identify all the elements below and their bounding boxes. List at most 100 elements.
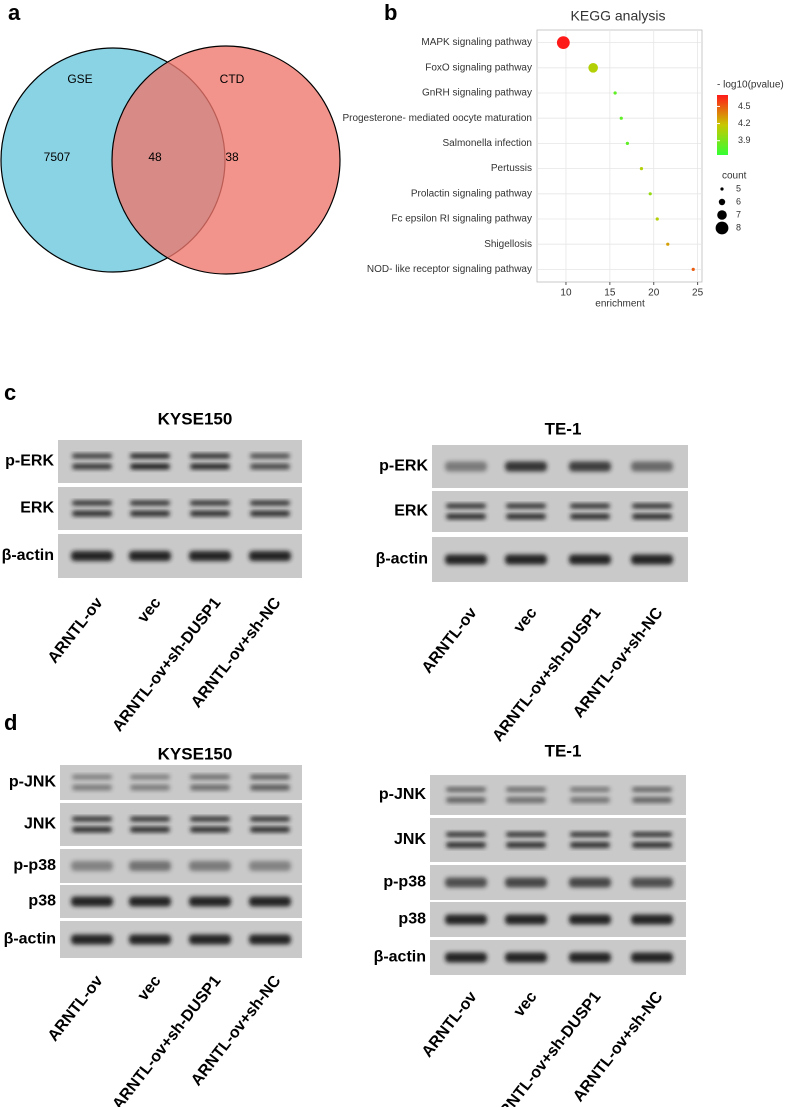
band [570, 787, 610, 792]
blot-title: KYSE150 [158, 409, 233, 428]
blot-strip [430, 775, 686, 815]
band [130, 826, 170, 833]
legend-label: 8 [736, 222, 741, 232]
band [505, 877, 547, 888]
band [632, 832, 672, 837]
row-label: β-actin [374, 949, 426, 966]
colorbar [717, 95, 728, 155]
dot [691, 267, 695, 271]
legend-tick-label: 3.9 [738, 135, 751, 145]
row-label: β-actin [2, 547, 54, 564]
band [446, 797, 486, 803]
band [72, 510, 112, 517]
band [632, 787, 672, 792]
row-label: p-ERK [5, 453, 54, 470]
x-tick-label: 10 [560, 288, 572, 299]
row-label: JNK [394, 831, 426, 848]
band [632, 503, 672, 509]
band [71, 861, 113, 871]
band [130, 500, 170, 506]
row-label: p-ERK [379, 458, 428, 475]
band [249, 896, 291, 907]
band [190, 784, 230, 791]
x-tick-label: 15 [604, 288, 616, 299]
band [445, 952, 487, 963]
band [71, 551, 113, 561]
band [631, 461, 673, 472]
band [72, 500, 112, 506]
band [250, 774, 290, 780]
y-tick-label: Salmonella infection [443, 138, 533, 149]
band [71, 896, 113, 907]
lane-label: vec [135, 973, 165, 1005]
plot-area [536, 29, 703, 283]
band [506, 842, 546, 848]
band [569, 952, 611, 963]
band [505, 554, 547, 565]
band [190, 826, 230, 833]
venn-count: 48 [148, 150, 162, 164]
band [72, 453, 112, 459]
y-tick-label: Prolactin signaling pathway [411, 188, 532, 199]
legend-title: - log10(pvalue) [717, 80, 784, 91]
legend-label: 6 [736, 196, 741, 206]
band [130, 453, 170, 459]
y-tick-label: FoxO signaling pathway [425, 62, 532, 73]
lane-label: ARNTL-ov [419, 989, 481, 1061]
panel-label: b [384, 0, 397, 25]
legend-tick-label: 4.5 [738, 101, 751, 111]
band [130, 510, 170, 517]
band [446, 842, 486, 848]
lane-label: ARNTL-ov+sh-DUSP1 [490, 605, 605, 746]
band [249, 551, 291, 561]
band [569, 914, 611, 925]
x-axis-label: enrichment [595, 299, 645, 310]
dot [556, 36, 570, 49]
row-label: p38 [28, 893, 56, 910]
blot-strip [58, 487, 302, 530]
band [569, 877, 611, 888]
row-label: p-JNK [379, 786, 427, 803]
y-tick-label: MAPK signaling pathway [421, 37, 532, 48]
dot [639, 167, 644, 171]
band [632, 513, 672, 520]
panel-label: c [4, 380, 16, 405]
band [190, 816, 230, 822]
band [505, 952, 547, 963]
band [130, 816, 170, 822]
dot [619, 116, 623, 120]
band [72, 816, 112, 822]
row-label: p-p38 [13, 857, 56, 874]
lane-label: vec [511, 989, 541, 1021]
dot [613, 91, 617, 95]
panel-label: a [8, 0, 21, 25]
band [506, 797, 546, 803]
band [506, 513, 546, 520]
band [506, 787, 546, 792]
legend-title: count [722, 171, 747, 182]
band [446, 832, 486, 837]
band [631, 554, 673, 565]
blot-title: KYSE150 [158, 744, 233, 763]
band [190, 453, 230, 459]
venn-circle [111, 45, 341, 275]
dot [588, 63, 598, 73]
lane-label: ARNTL-ov+sh-DUSP1 [110, 973, 225, 1107]
band [570, 513, 610, 520]
band [569, 554, 611, 565]
band [445, 461, 487, 472]
row-label: β-actin [4, 931, 56, 948]
legend-dot [720, 187, 724, 191]
band [250, 510, 290, 517]
x-tick-label: 20 [648, 288, 660, 299]
band [129, 934, 171, 945]
band [189, 551, 231, 561]
band [190, 774, 230, 780]
band [570, 842, 610, 848]
blot-title: TE-1 [545, 741, 582, 760]
blot-strip [60, 803, 302, 846]
band [130, 784, 170, 791]
y-tick-label: Pertussis [491, 163, 532, 174]
dot [666, 242, 670, 246]
band [129, 896, 171, 907]
